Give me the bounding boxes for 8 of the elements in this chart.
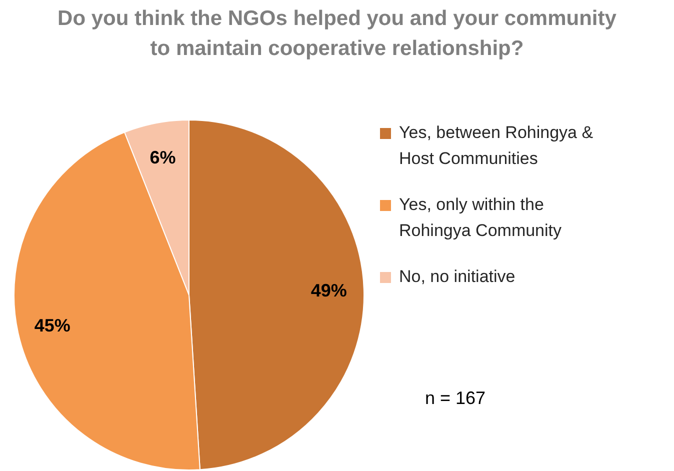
legend-label: Yes, only within the Rohingya Community <box>399 194 563 242</box>
legend-label: No, no initiative <box>399 266 516 288</box>
legend-label: Yes, between Rohingya & Host Communities <box>399 122 594 170</box>
data-label: 6% <box>150 147 176 168</box>
data-label: 49% <box>310 280 347 301</box>
text: n = 167 <box>425 388 486 409</box>
chart-title: Do you think the NGOs helped you and your community to maintain cooperative relationship? <box>57 6 617 62</box>
data-label: 45% <box>34 316 70 336</box>
